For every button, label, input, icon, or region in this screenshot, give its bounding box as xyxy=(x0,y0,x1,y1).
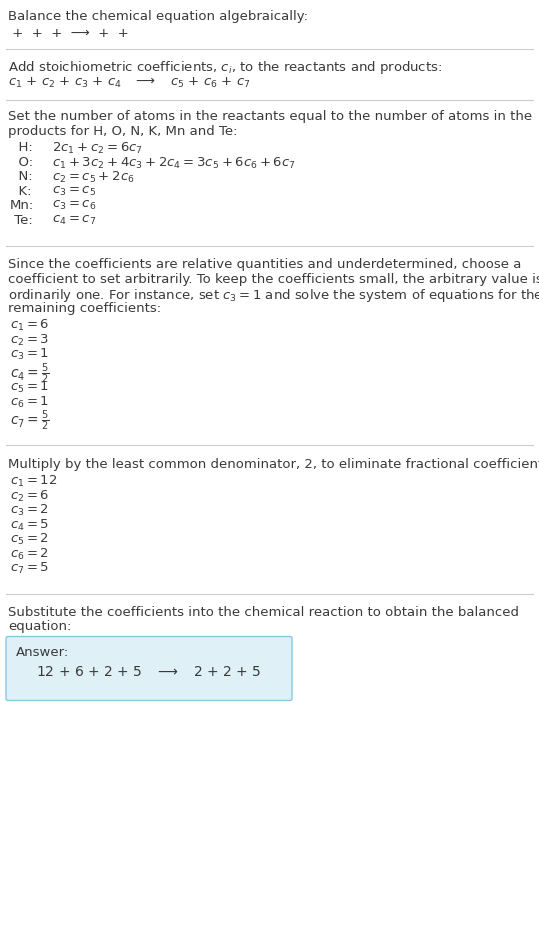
Text: $c_4 = c_7$: $c_4 = c_7$ xyxy=(52,214,96,227)
Text: $c_1$ + $c_2$ + $c_3$ + $c_4$   $\longrightarrow$   $c_5$ + $c_6$ + $c_7$: $c_1$ + $c_2$ + $c_3$ + $c_4$ $\longrigh… xyxy=(8,75,251,90)
Text: $c_1 + 3 c_2 + 4 c_3 + 2 c_4 = 3 c_5 + 6 c_6 + 6 c_7$: $c_1 + 3 c_2 + 4 c_3 + 2 c_4 = 3 c_5 + 6… xyxy=(52,156,296,171)
Text: $c_7 = 5$: $c_7 = 5$ xyxy=(10,561,49,576)
Text: K:: K: xyxy=(10,185,31,198)
Text: Mn:: Mn: xyxy=(10,199,34,212)
Text: $12$ + $6$ + $2$ + $5$   $\longrightarrow$   $2$ + $2$ + $5$: $12$ + $6$ + $2$ + $5$ $\longrightarrow$… xyxy=(36,664,261,678)
Text: $c_4 = \frac{5}{2}$: $c_4 = \frac{5}{2}$ xyxy=(10,361,50,386)
Text: $c_3 = 1$: $c_3 = 1$ xyxy=(10,347,49,362)
Text: equation:: equation: xyxy=(8,620,71,633)
Text: N:: N: xyxy=(10,170,33,183)
Text: $c_7 = \frac{5}{2}$: $c_7 = \frac{5}{2}$ xyxy=(10,409,50,433)
Text: Balance the chemical equation algebraically:: Balance the chemical equation algebraica… xyxy=(8,10,308,23)
Text: $c_1 = 6$: $c_1 = 6$ xyxy=(10,318,49,333)
Text: Multiply by the least common denominator, 2, to eliminate fractional coefficient: Multiply by the least common denominator… xyxy=(8,458,539,471)
Text: Te:: Te: xyxy=(10,214,33,226)
Text: $c_2 = 3$: $c_2 = 3$ xyxy=(10,332,49,348)
Text: remaining coefficients:: remaining coefficients: xyxy=(8,301,161,314)
Text: $c_2 = 6$: $c_2 = 6$ xyxy=(10,489,49,504)
Text: Since the coefficients are relative quantities and underdetermined, choose a: Since the coefficients are relative quan… xyxy=(8,258,521,271)
Text: $c_3 = 2$: $c_3 = 2$ xyxy=(10,503,49,518)
Text: products for H, O, N, K, Mn and Te:: products for H, O, N, K, Mn and Te: xyxy=(8,125,238,138)
Text: $c_2 = c_5 + 2 c_6$: $c_2 = c_5 + 2 c_6$ xyxy=(52,170,135,185)
Text: $c_5 = 1$: $c_5 = 1$ xyxy=(10,380,49,395)
Text: +  +  +  ⟶  +  +: + + + ⟶ + + xyxy=(8,26,133,39)
Text: $c_3 = c_6$: $c_3 = c_6$ xyxy=(52,199,96,212)
Text: $2 c_1 + c_2 = 6 c_7$: $2 c_1 + c_2 = 6 c_7$ xyxy=(52,141,143,156)
FancyBboxPatch shape xyxy=(6,637,292,701)
Text: $c_3 = c_5$: $c_3 = c_5$ xyxy=(52,185,96,198)
Text: ordinarily one. For instance, set $c_3 = 1$ and solve the system of equations fo: ordinarily one. For instance, set $c_3 =… xyxy=(8,287,539,304)
Text: $c_1 = 12$: $c_1 = 12$ xyxy=(10,474,57,489)
Text: O:: O: xyxy=(10,156,33,169)
Text: Answer:: Answer: xyxy=(16,646,69,659)
Text: $c_5 = 2$: $c_5 = 2$ xyxy=(10,532,49,547)
Text: Set the number of atoms in the reactants equal to the number of atoms in the: Set the number of atoms in the reactants… xyxy=(8,110,532,123)
Text: $c_4 = 5$: $c_4 = 5$ xyxy=(10,518,49,533)
Text: $c_6 = 1$: $c_6 = 1$ xyxy=(10,395,49,410)
Text: Add stoichiometric coefficients, $c_i$, to the reactants and products:: Add stoichiometric coefficients, $c_i$, … xyxy=(8,59,442,76)
Text: Substitute the coefficients into the chemical reaction to obtain the balanced: Substitute the coefficients into the che… xyxy=(8,606,519,618)
Text: H:: H: xyxy=(10,141,33,154)
Text: $c_6 = 2$: $c_6 = 2$ xyxy=(10,547,49,562)
Text: coefficient to set arbitrarily. To keep the coefficients small, the arbitrary va: coefficient to set arbitrarily. To keep … xyxy=(8,273,539,285)
